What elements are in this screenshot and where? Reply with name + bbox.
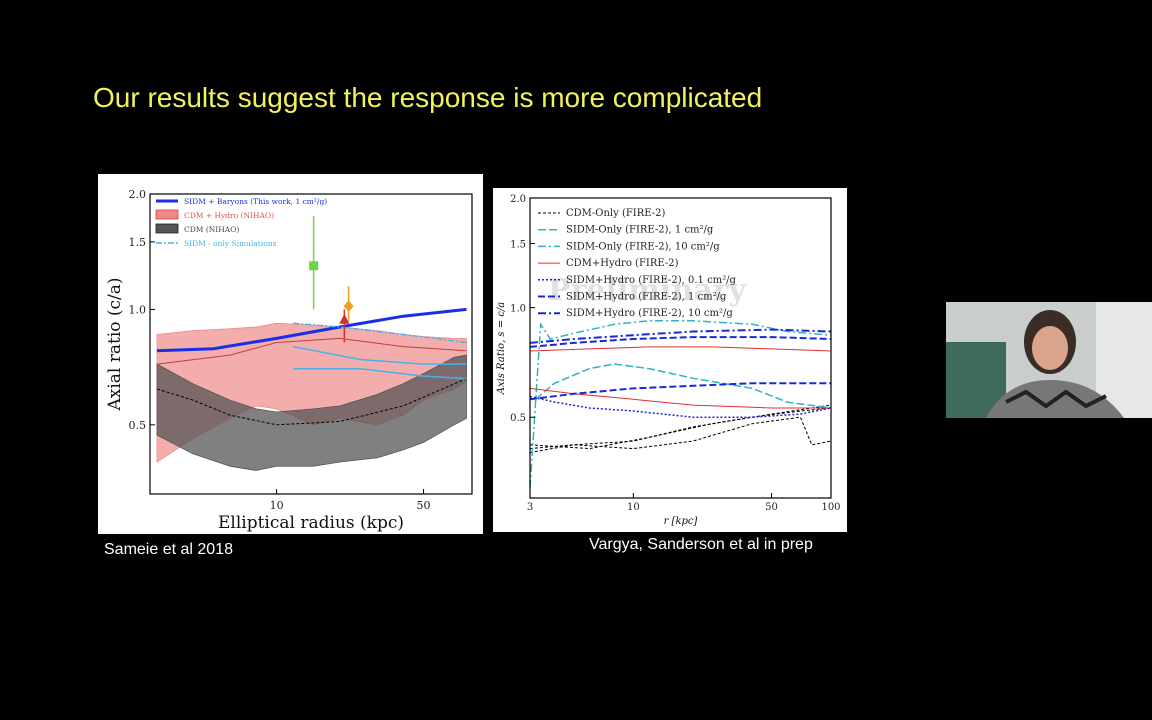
series-line-4: [293, 345, 467, 365]
x-tick-label: 50: [765, 502, 778, 513]
series-line-7: [529, 395, 832, 418]
y-tick-label: 0.5: [510, 413, 526, 424]
diamond-marker: [343, 300, 354, 313]
x-tick-label: 10: [627, 502, 640, 513]
axes-frame: [149, 193, 473, 495]
right-chart-panel: Preliminary 3 10 50 100 0.5 1.0 1.5 2.0 r [kpc] Ax…: [493, 188, 847, 532]
legend-label: SIDM+Hydro (FIRE-2), 0.1 cm²/g: [566, 275, 737, 286]
right-caption: Vargya, Sanderson et al in prep: [589, 536, 813, 553]
legend-label: CDM + Hydro (NIHAO): [184, 211, 274, 220]
legend-label: SIDM-Only (FIRE-2), 1 cm²/g: [566, 225, 714, 236]
series-line-0: [156, 307, 467, 353]
series-line-3: [535, 363, 832, 409]
series-line-5: [293, 368, 467, 380]
axes-frame: [529, 197, 832, 499]
series-line-2: [156, 337, 467, 365]
legend-label: SIDM+Hydro (FIRE-2), 10 cm²/g: [566, 308, 733, 319]
legend-label: SIDM - only Simulations: [184, 239, 277, 248]
x-tick-label: 3: [527, 502, 533, 513]
triangle-marker: [339, 313, 350, 324]
series-line-6: [529, 346, 832, 352]
slide-title: Our results suggest the response is more…: [93, 82, 763, 113]
legend-label: SIDM+Hydro (FIRE-2), 1 cm²/g: [566, 292, 727, 303]
series-line-9: [529, 336, 832, 348]
legend-label: SIDM-Only (FIRE-2), 10 cm²/g: [566, 241, 720, 252]
square-marker: [309, 261, 319, 271]
presenter-webcam: [946, 302, 1152, 418]
series-line-10: [529, 328, 832, 344]
legend-label: CDM-Only (FIRE-2): [566, 208, 665, 219]
series-line-2: [529, 416, 832, 453]
legend-label: SIDM + Baryons (This work, 1 cm²/g): [184, 197, 327, 206]
x-axis-label: Elliptical radius (kpc): [218, 513, 404, 533]
y-axis-label: Axial ratio (c/a): [105, 277, 125, 411]
x-tick-label: 10: [270, 499, 284, 512]
series-line-4: [529, 320, 832, 488]
watermark-text: Preliminary: [548, 273, 747, 308]
series-line-1: [529, 404, 832, 450]
y-axis-label: Axis Ratio, s = c/a: [496, 302, 507, 396]
shaded-band-1: [156, 354, 467, 471]
presenter-video-icon: [946, 302, 1152, 418]
left-chart-panel: 10 50 0.5 1.0 1.5 2.0 Elliptical radius (kpc) A…: [98, 174, 483, 534]
right-chart: Preliminary 3 10 50 100 0.5 1.0 1.5 2.0 r [kpc] Ax…: [496, 194, 841, 527]
legend-swatch-red-patch: [155, 209, 179, 220]
y-tick-label: 2.0: [510, 194, 526, 205]
y-tick-label: 1.5: [510, 239, 526, 250]
y-tick-label: 1.0: [510, 304, 526, 315]
legend-label: CDM+Hydro (FIRE-2): [566, 258, 679, 269]
y-tick-label: 2.0: [129, 188, 147, 201]
legend-label: CDM (NIHAO): [184, 225, 239, 234]
series-line-8: [529, 382, 831, 401]
y-tick-label: 1.5: [129, 236, 147, 249]
left-chart: 10 50 0.5 1.0 1.5 2.0 Elliptical radius (kpc) A…: [105, 188, 473, 533]
x-tick-label: 50: [417, 499, 431, 512]
series-line-5: [529, 387, 831, 409]
left-caption: Sameie et al 2018: [104, 541, 233, 558]
y-tick-label: 1.0: [129, 303, 147, 316]
y-tick-label: 0.5: [129, 419, 147, 432]
x-axis-label: r [kpc]: [664, 516, 698, 527]
series-line-1: [156, 378, 467, 426]
legend-swatch-gray-patch: [155, 223, 179, 234]
x-tick-label: 100: [821, 502, 840, 513]
